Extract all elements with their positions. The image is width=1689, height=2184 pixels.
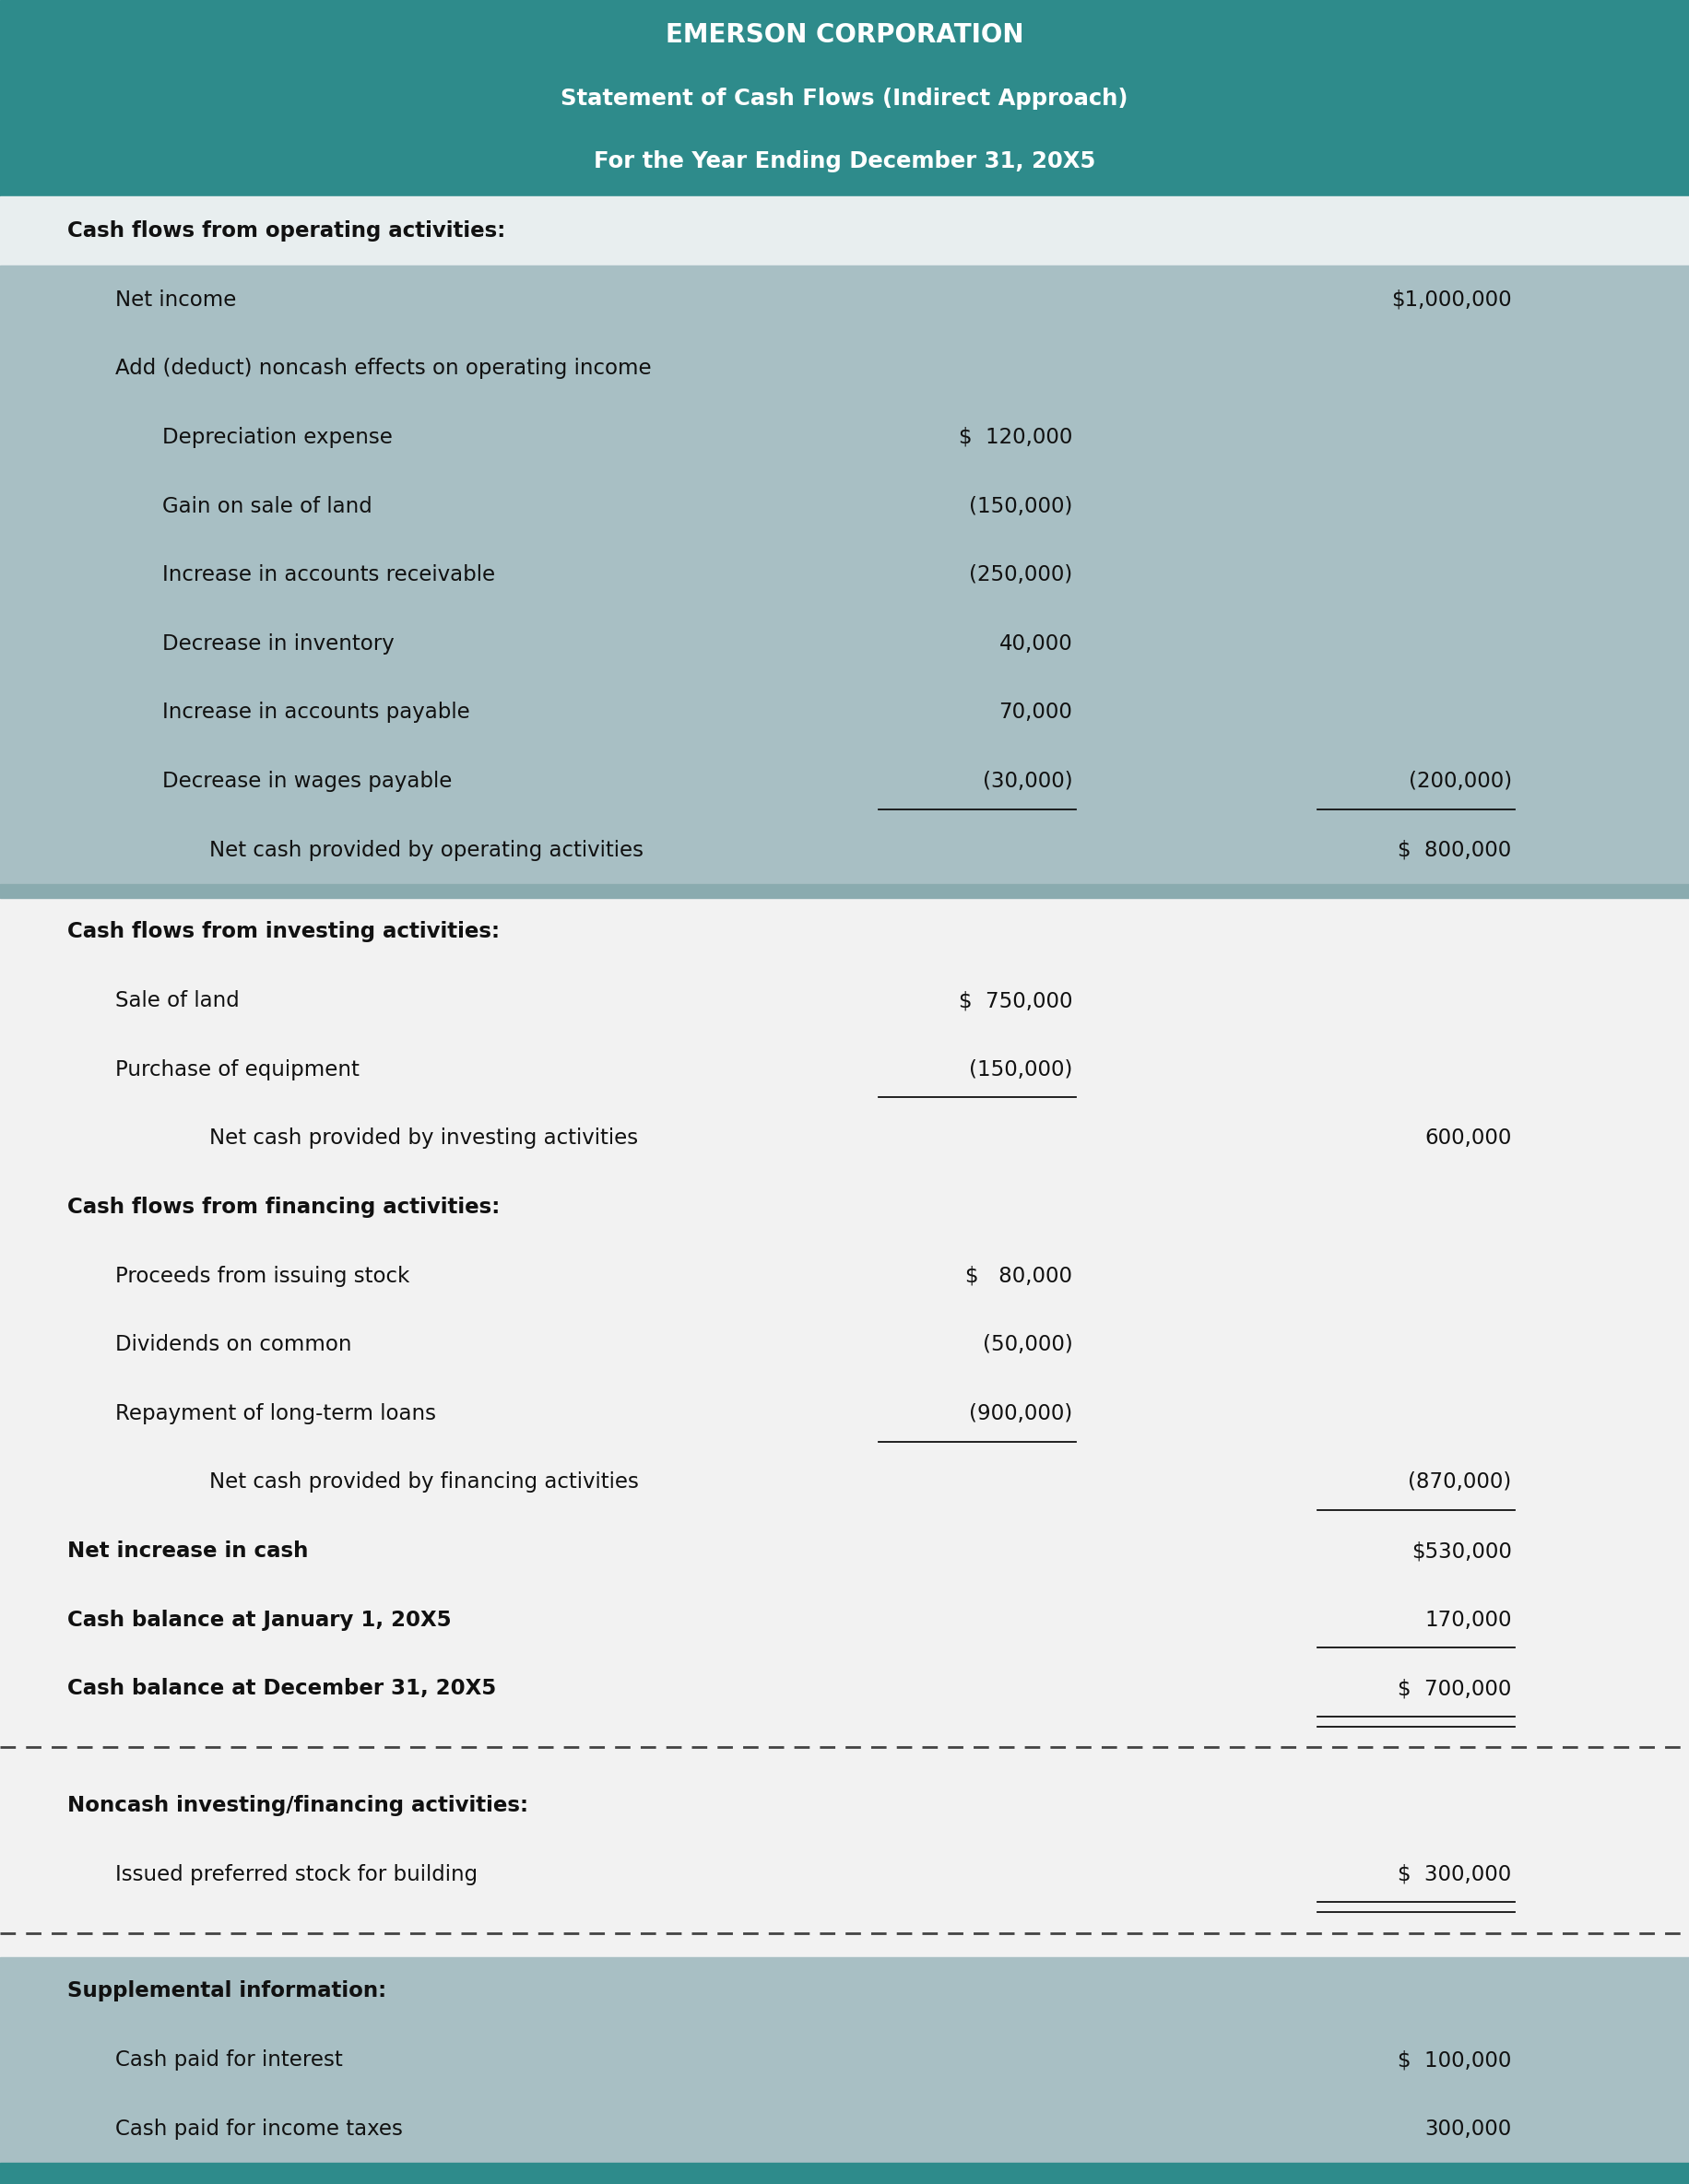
Bar [0, 1173, 1689, 1241]
Text: Dividends on common: Dividends on common [115, 1334, 351, 1356]
Text: Cash paid for income taxes: Cash paid for income taxes [115, 2118, 402, 2140]
Text: 300,000: 300,000 [1426, 2118, 1512, 2140]
Text: Repayment of long-term loans: Repayment of long-term loans [115, 1402, 436, 1424]
Text: Net income: Net income [115, 288, 236, 310]
Text: Cash flows from operating activities:: Cash flows from operating activities: [68, 221, 505, 242]
Bar [0, 885, 1689, 898]
Text: Cash balance at January 1, 20X5: Cash balance at January 1, 20X5 [68, 1610, 451, 1631]
Text: Statement of Cash Flows (Indirect Approach): Statement of Cash Flows (Indirect Approa… [561, 87, 1128, 109]
Text: Add (deduct) noncash effects on operating income: Add (deduct) noncash effects on operatin… [115, 358, 650, 380]
Bar [0, 965, 1689, 1035]
Text: Increase in accounts payable: Increase in accounts payable [162, 701, 470, 723]
Text: (50,000): (50,000) [983, 1334, 1073, 1356]
Text: Noncash investing/financing activities:: Noncash investing/financing activities: [68, 1795, 529, 1817]
Text: $530,000: $530,000 [1412, 1540, 1512, 1562]
Text: Sale of land: Sale of land [115, 989, 240, 1011]
Text: Net cash provided by financing activities: Net cash provided by financing activitie… [209, 1472, 638, 1494]
Bar [0, 539, 1689, 609]
Bar [0, 264, 1689, 334]
Bar [0, 1241, 1689, 1310]
Text: Net cash provided by investing activities: Net cash provided by investing activitie… [209, 1127, 638, 1149]
Bar [0, 1516, 1689, 1586]
Bar [0, 2094, 1689, 2162]
Bar [0, 1310, 1689, 1378]
Text: (150,000): (150,000) [969, 496, 1073, 518]
Text: $  800,000: $ 800,000 [1398, 839, 1512, 860]
Bar [0, 2162, 1689, 2184]
Text: 40,000: 40,000 [998, 633, 1073, 655]
Bar [0, 1103, 1689, 1173]
Text: (900,000): (900,000) [969, 1402, 1073, 1424]
Text: Net increase in cash: Net increase in cash [68, 1540, 309, 1562]
Bar [0, 1035, 1689, 1103]
Bar [0, 1771, 1689, 1839]
Text: 70,000: 70,000 [998, 701, 1073, 723]
Bar [0, 1448, 1689, 1516]
Text: (30,000): (30,000) [983, 771, 1073, 793]
Text: Net cash provided by operating activities: Net cash provided by operating activitie… [209, 839, 644, 860]
Text: For the Year Ending December 31, 20X5: For the Year Ending December 31, 20X5 [593, 151, 1096, 173]
Text: Proceeds from issuing stock: Proceeds from issuing stock [115, 1265, 409, 1286]
Bar [0, 1586, 1689, 1653]
Bar [0, 197, 1689, 264]
Text: Purchase of equipment: Purchase of equipment [115, 1059, 360, 1081]
Text: $  750,000: $ 750,000 [959, 989, 1073, 1011]
Text: $   80,000: $ 80,000 [966, 1265, 1073, 1286]
Bar [0, 1839, 1689, 1909]
Text: Supplemental information:: Supplemental information: [68, 1981, 387, 2003]
Text: (870,000): (870,000) [1409, 1472, 1512, 1494]
Text: (150,000): (150,000) [969, 1059, 1073, 1081]
Text: $  100,000: $ 100,000 [1398, 2049, 1512, 2070]
Bar [0, 2025, 1689, 2094]
Text: $  700,000: $ 700,000 [1398, 1677, 1512, 1699]
Text: $1,000,000: $1,000,000 [1392, 288, 1512, 310]
Text: Issued preferred stock for building: Issued preferred stock for building [115, 1863, 478, 1885]
Text: Depreciation expense: Depreciation expense [162, 426, 392, 448]
Bar [0, 747, 1689, 815]
Bar [0, 334, 1689, 402]
Text: 600,000: 600,000 [1424, 1127, 1512, 1149]
Bar [0, 1378, 1689, 1448]
Text: $  120,000: $ 120,000 [959, 426, 1073, 448]
Bar [0, 472, 1689, 539]
Text: Cash flows from investing activities:: Cash flows from investing activities: [68, 922, 500, 943]
Text: Decrease in wages payable: Decrease in wages payable [162, 771, 453, 793]
Bar [0, 898, 1689, 965]
Bar [0, 0, 1689, 197]
Text: EMERSON CORPORATION: EMERSON CORPORATION [665, 22, 1024, 48]
Text: Increase in accounts receivable: Increase in accounts receivable [162, 563, 495, 585]
Text: Gain on sale of land: Gain on sale of land [162, 496, 372, 518]
Text: (250,000): (250,000) [969, 563, 1073, 585]
Bar [0, 815, 1689, 885]
Bar [0, 609, 1689, 677]
Bar [0, 677, 1689, 747]
Text: Cash flows from financing activities:: Cash flows from financing activities: [68, 1197, 500, 1219]
Text: $  300,000: $ 300,000 [1398, 1863, 1512, 1885]
Text: Cash balance at December 31, 20X5: Cash balance at December 31, 20X5 [68, 1677, 497, 1699]
Bar [0, 1957, 1689, 2025]
Text: 170,000: 170,000 [1424, 1610, 1512, 1631]
Text: Decrease in inventory: Decrease in inventory [162, 633, 394, 655]
Text: (200,000): (200,000) [1409, 771, 1512, 793]
Bar [0, 1653, 1689, 1723]
Bar [0, 402, 1689, 472]
Text: Cash paid for interest: Cash paid for interest [115, 2049, 343, 2070]
